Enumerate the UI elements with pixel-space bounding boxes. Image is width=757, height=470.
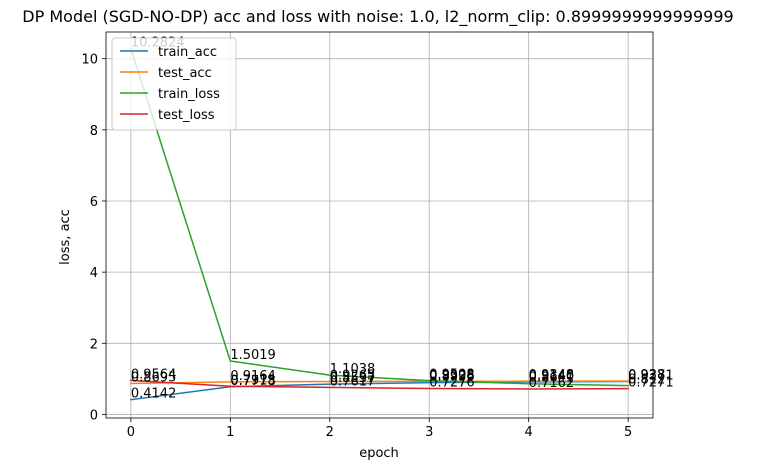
- data-label-test-acc: 0.9348: [529, 368, 575, 383]
- data-label-train-acc: 0.4142: [131, 387, 177, 402]
- grid: [106, 32, 653, 418]
- data-label-train-loss: 0.8641: [529, 371, 575, 386]
- data-label-train-acc: 0.9271: [628, 368, 674, 383]
- data-label-train-acc: 0.8537: [330, 371, 376, 386]
- data-label-train-loss: 1.1038: [330, 362, 376, 377]
- x-tick-label: 4: [525, 425, 533, 440]
- data-label-train-acc: 0.9140: [529, 369, 575, 384]
- legend-box: [111, 37, 237, 131]
- x-tick-label: 5: [624, 425, 632, 440]
- data-label-train-loss: 0.812: [628, 373, 665, 388]
- data-label-test-acc: 0.8695: [131, 371, 177, 386]
- data-label-train-loss: 1.5019: [230, 348, 276, 363]
- legend-label-train-acc: train_acc: [158, 45, 217, 60]
- y-tick-label: 0: [90, 408, 98, 423]
- legend-label-test-loss: test_loss: [158, 108, 215, 123]
- y-ticks: 0 2 4 6 8 10: [81, 53, 106, 423]
- y-tick-label: 10: [81, 53, 98, 68]
- y-tick-label: 8: [90, 124, 98, 139]
- plot-area: 0.4142 0.7778 0.8537 0.8936 0.9140 0.9271 0.86…: [81, 31, 674, 440]
- legend: train_acc test_acc train_loss test_loss: [111, 37, 237, 131]
- series-line-test-loss: [130, 379, 629, 390]
- series-line-test-acc: [130, 380, 629, 385]
- data-label-test-acc: 0.938: [628, 368, 665, 383]
- x-ticks: 0 1 2 3 4 5: [127, 418, 632, 440]
- data-label-test-loss: 0.7162: [529, 376, 575, 391]
- y-axis-label: loss, acc: [58, 209, 73, 265]
- y-tick-label: 2: [90, 337, 98, 352]
- axes-frame: [105, 31, 654, 419]
- series-lines: [129, 47, 629, 401]
- x-tick-label: 2: [326, 425, 334, 440]
- data-label-test-loss: 0.7276: [429, 376, 475, 391]
- data-label-test-acc: 0.9265: [330, 368, 376, 383]
- data-label-test-acc: 0.9164: [230, 369, 276, 384]
- data-label-train-acc: 0.7778: [230, 374, 276, 389]
- data-label-test-loss: 0.7915: [230, 373, 276, 388]
- legend-label-test-acc: test_acc: [158, 66, 212, 81]
- chart-title: DP Model (SGD-NO-DP) acc and loss with n…: [22, 7, 733, 27]
- data-label-test-acc: 0.9328: [429, 368, 475, 383]
- data-label-test-loss: 0.7271: [628, 376, 674, 391]
- x-tick-label: 0: [127, 425, 135, 440]
- axes-spines: [105, 31, 654, 419]
- x-tick-label: 1: [226, 425, 234, 440]
- series-line-train-loss: [129, 47, 629, 387]
- y-tick-label: 4: [90, 266, 98, 281]
- y-tick-label: 6: [90, 195, 98, 210]
- data-label-test-loss: 0.9564: [131, 367, 177, 382]
- x-tick-label: 3: [425, 425, 433, 440]
- data-label-test-loss: 0.7617: [330, 374, 376, 389]
- data-labels: 0.4142 0.7778 0.8537 0.8936 0.9140 0.9271 0.86…: [131, 36, 674, 402]
- legend-label-train-loss: train_loss: [158, 87, 220, 102]
- x-axis-label: epoch: [359, 446, 399, 461]
- data-label-train-loss: 0.9508: [429, 368, 475, 383]
- data-label-train-acc: 0.8936: [429, 370, 475, 385]
